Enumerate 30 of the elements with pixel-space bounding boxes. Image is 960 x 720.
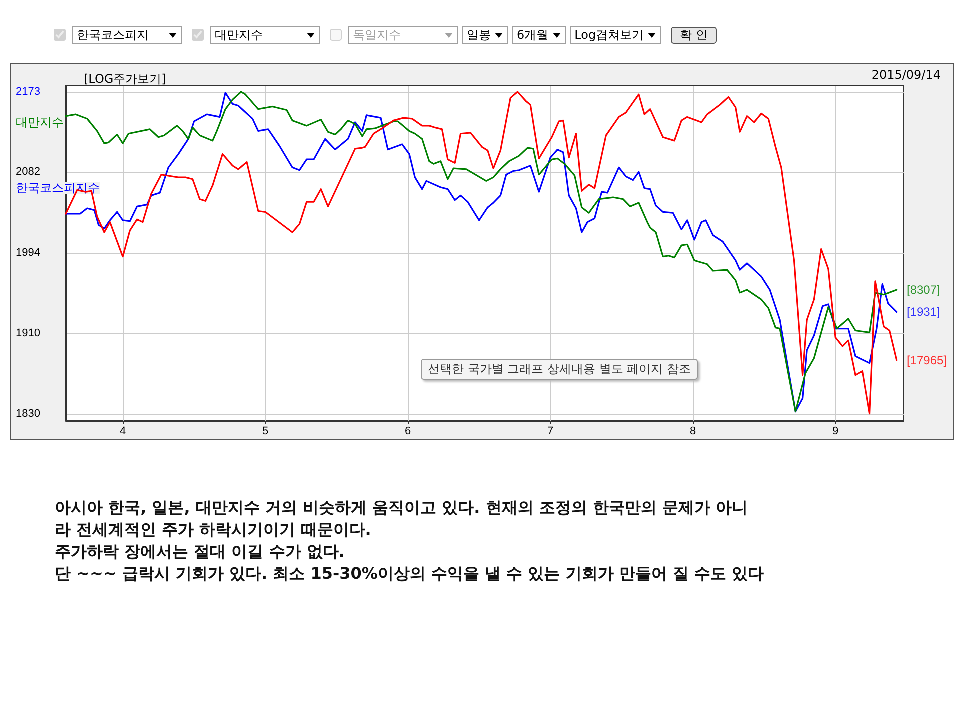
x-tick-label: 9 xyxy=(832,426,839,438)
text: 일봉 xyxy=(462,26,508,44)
text: 독일지수 xyxy=(348,26,458,44)
y-tick-label: 1830 xyxy=(16,408,40,420)
x-tick-label: 4 xyxy=(120,426,126,438)
series-label: 한국코스피지수 xyxy=(16,181,100,196)
text: Log겹쳐보기 xyxy=(570,26,662,44)
y-tick-label: 1994 xyxy=(16,247,40,260)
text: 2015/09/14 xyxy=(872,68,941,82)
text: 6개월 xyxy=(512,26,566,44)
x-tick-label: 5 xyxy=(262,426,269,438)
series-label: 대만지수 xyxy=(16,115,64,130)
text: 라 전세계적인 주가 하락시기이기 때문이다. xyxy=(55,519,372,541)
annotation: 선택한 국가별 그래프 상세내용 별도 페이지 참조 xyxy=(421,359,698,380)
text: 아시아 한국, 일본, 대만지수 거의 비슷하게 움직이고 있다. 현재의 조정의 한국만의 문제가 아니 xyxy=(55,497,750,519)
y-tick-label: 2173 xyxy=(16,86,40,98)
text: 단 ~~~ 급락시 기회가 있다. 최소 15-30%이상의 수익을 낼 수 있는 기회가 만들어 질 수도 있다 xyxy=(55,563,764,585)
text: [1931] xyxy=(907,305,940,320)
text: 주가하락 장에서는 절대 이길 수가 없다. xyxy=(55,541,346,563)
text: [8307] xyxy=(907,283,940,298)
y-tick-label: 1910 xyxy=(16,328,40,340)
y-tick-label: 2082 xyxy=(16,166,40,178)
text: [17965] xyxy=(907,353,948,368)
x-tick-label: 8 xyxy=(690,426,696,438)
x-tick-label: 6 xyxy=(404,426,412,438)
chart-title: [LOG주가보기] xyxy=(84,72,166,86)
text: 대만지수 xyxy=(210,26,320,44)
x-tick-label: 7 xyxy=(547,426,554,438)
text: 확 인 xyxy=(671,26,717,44)
text: 한국코스피지 xyxy=(72,26,182,44)
